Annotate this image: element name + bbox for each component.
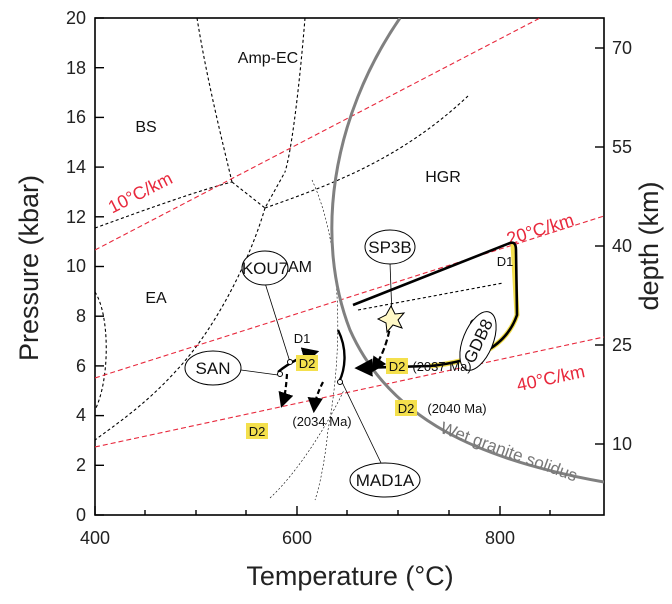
leader-kou7 <box>264 282 291 363</box>
y-tick-18: 18 <box>66 58 86 78</box>
label-d2-san-upper: D2 <box>299 356 316 371</box>
y-tick-4: 4 <box>76 405 86 425</box>
field-hgr: HGR <box>425 169 461 186</box>
path-mad1a-lower <box>307 381 324 414</box>
y2-tick-40: 40 <box>612 236 632 256</box>
label-age-2034: (2034 Ma) <box>292 414 351 429</box>
leader-mad1a <box>341 381 383 466</box>
y-tick-8: 8 <box>76 306 86 326</box>
y-axis-title: Pressure (kbar) <box>14 175 44 361</box>
y2-tick-25: 25 <box>612 335 632 355</box>
label-sp3b: SP3B <box>368 238 411 257</box>
geotherm-20 <box>95 215 604 379</box>
y-tick-10: 10 <box>66 256 86 276</box>
label-d1-left: D1 <box>294 331 311 346</box>
label-mad1a: MAD1A <box>356 471 415 490</box>
y2-tick-55: 55 <box>612 137 632 157</box>
y-axis-ticks <box>95 17 104 516</box>
label-san: SAN <box>196 359 231 378</box>
x-tick-labels: 400 600 800 <box>80 528 515 548</box>
y-tick-0: 0 <box>76 505 86 525</box>
boundary-ea-am <box>95 207 266 441</box>
boundary-am-gr <box>311 179 339 501</box>
label-d1-right: D1 <box>497 254 514 269</box>
field-amp-ec: Amp-EC <box>238 50 298 67</box>
y2-tick-labels: 10 25 40 55 70 <box>612 38 632 454</box>
wet-granite-solidus <box>330 18 604 484</box>
field-ea: EA <box>145 290 167 307</box>
y2-axis-ticks <box>595 47 604 445</box>
x-tick-600: 600 <box>282 528 312 548</box>
point-kou7 <box>287 359 293 365</box>
geotherm-10 <box>95 18 541 251</box>
boundary-ea-edge <box>95 291 107 411</box>
boundary-top-ridge <box>231 171 286 209</box>
label-age-2040: (2040 Ma) <box>427 401 486 416</box>
label-wet-granite-solidus: Wet granite solidus <box>438 418 580 485</box>
boundary-bs-ampec <box>196 18 233 183</box>
x-axis-ticks <box>94 506 551 515</box>
point-san <box>277 371 283 377</box>
label-40c-km: 40°C/km <box>515 361 587 395</box>
label-kou7: KOU7 <box>242 259 288 278</box>
geotherm-40 <box>95 336 604 448</box>
d2-highlight-san-upper <box>296 355 318 371</box>
field-bs: BS <box>135 119 156 136</box>
path-mad1a <box>336 329 346 383</box>
y-tick-16: 16 <box>66 107 86 127</box>
boundary-ampec-hgr <box>284 18 306 173</box>
y2-tick-10: 10 <box>612 434 632 454</box>
d2-highlight-san-lower <box>246 423 268 439</box>
point-mad1a <box>337 379 343 385</box>
boundary-d1-line <box>357 282 504 311</box>
geotherms <box>95 18 604 448</box>
y-tick-6: 6 <box>76 356 86 376</box>
d2-highlight-mid <box>386 358 408 374</box>
label-d2-mid: D2 <box>389 359 406 374</box>
y2-axis-title: depth (km) <box>634 181 664 310</box>
label-d2-san-lower: D2 <box>249 424 266 439</box>
x-tick-800: 800 <box>485 528 515 548</box>
label-age-2037: (2037 Ma) <box>412 359 471 374</box>
y-tick-12: 12 <box>66 207 86 227</box>
sample-points <box>277 359 343 385</box>
ellipse-sp3b <box>364 229 416 265</box>
y-tick-2: 2 <box>76 455 86 475</box>
star-icon <box>376 304 406 334</box>
ellipse-mad1a <box>349 462 421 498</box>
y2-tick-70: 70 <box>612 38 632 58</box>
y-tick-labels: 0 2 4 6 8 10 12 14 16 18 20 <box>66 8 86 525</box>
x-axis-title: Temperature (°C) <box>246 561 453 591</box>
plot-frame <box>94 17 605 516</box>
facies-boundaries <box>95 18 504 441</box>
path-gdb8 <box>352 241 519 377</box>
x-tick-400: 400 <box>80 528 110 548</box>
field-am: AM <box>288 259 312 276</box>
ellipse-san <box>184 350 242 386</box>
ellipse-gdb8 <box>459 311 497 371</box>
boundary-hgr-am <box>264 95 469 209</box>
ellipse-kou7 <box>241 250 289 286</box>
d2-highlight-right <box>395 400 417 416</box>
y-tick-20: 20 <box>66 8 86 28</box>
leader-san <box>240 369 279 376</box>
path-san <box>278 373 294 408</box>
deformation-labels: D1 D1 D2 D2 D2 D2 <box>246 254 513 439</box>
label-10c-km: 10°C/km <box>105 168 176 217</box>
boundary-gr-low <box>269 389 345 499</box>
fine-boundaries <box>269 179 345 501</box>
y-tick-14: 14 <box>66 157 86 177</box>
label-d2-right: D2 <box>398 401 415 416</box>
